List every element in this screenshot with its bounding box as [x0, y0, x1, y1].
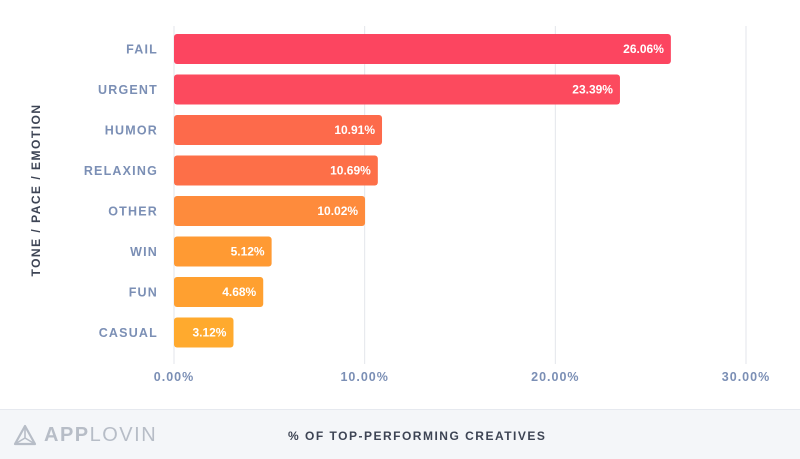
data-label: 4.68% — [222, 285, 256, 299]
bars: 26.06% 23.39% 10.91% 10.69% 10.02% 5.12% 4.68%… — [174, 34, 671, 348]
bar — [174, 236, 272, 267]
x-tick-label: 30.00% — [722, 370, 770, 384]
footer: APPLOVIN % OF TOP-PERFORMING CREATIVES — [0, 409, 800, 459]
category-label: FAIL — [126, 43, 158, 57]
brand-lovin: LOVIN — [89, 423, 158, 446]
bar — [174, 196, 366, 226]
category-label: RELAXING — [84, 164, 158, 178]
category-label: URGENT — [98, 83, 158, 97]
brand-name: APPLOVIN — [44, 424, 157, 447]
applovin-triangle-icon — [13, 424, 37, 446]
category-label: WIN — [130, 245, 158, 259]
bar — [174, 74, 620, 105]
data-label: 5.12% — [231, 245, 265, 259]
category-labels: FAIL URGENT HUMOR RELAXING OTHER WIN FUN CASUAL — [84, 43, 158, 341]
y-axis-title: TONE / PACE / EMOTION — [29, 103, 43, 276]
bar — [174, 115, 383, 145]
x-tick-label: 20.00% — [531, 370, 579, 384]
category-label: HUMOR — [105, 124, 158, 138]
x-axis-title: % OF TOP-PERFORMING CREATIVES — [288, 429, 547, 443]
category-label: FUN — [129, 286, 158, 300]
data-label: 10.02% — [317, 204, 358, 218]
x-tick-label: 0.00% — [154, 370, 194, 384]
data-label: 10.91% — [334, 123, 375, 137]
bar-chart: 26.06% 23.39% 10.91% 10.69% 10.02% 5.12% 4.68%… — [29, 26, 770, 384]
bar — [174, 155, 378, 186]
x-tick-label: 10.00% — [340, 370, 388, 384]
category-label: CASUAL — [99, 326, 158, 340]
data-label: 23.39% — [572, 83, 613, 97]
bar — [174, 277, 264, 307]
data-label: 10.69% — [330, 164, 371, 178]
data-label: 26.06% — [623, 42, 664, 56]
x-tick-labels: 0.00% 10.00% 20.00% 30.00% — [154, 370, 770, 384]
category-label: OTHER — [108, 205, 158, 219]
brand-app: APP — [44, 423, 90, 446]
data-label: 3.12% — [192, 326, 226, 340]
bar — [174, 317, 234, 348]
bar — [174, 34, 671, 64]
brand-logo: APPLOVIN — [12, 422, 157, 448]
